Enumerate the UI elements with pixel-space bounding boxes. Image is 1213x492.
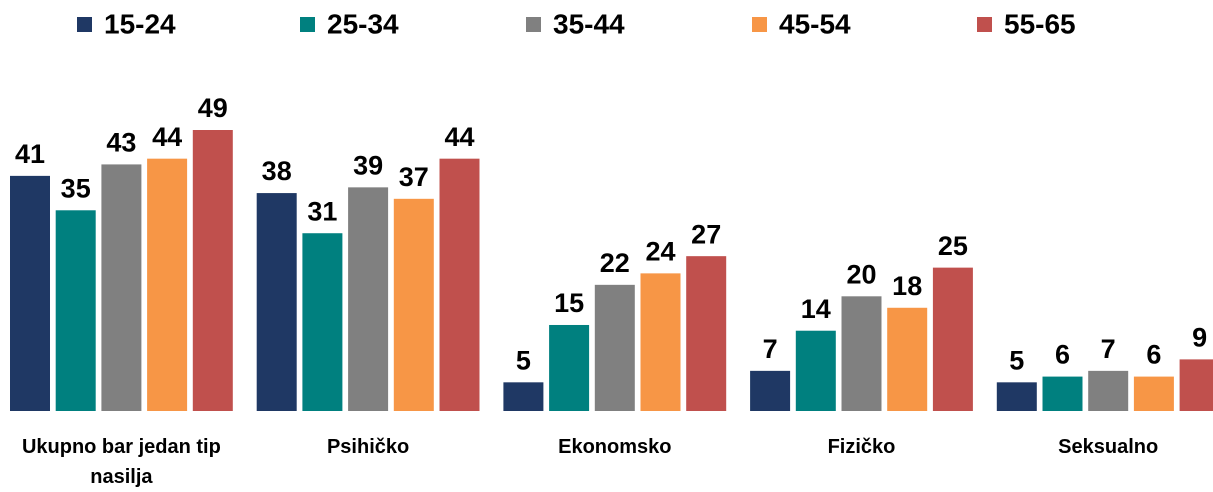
bar	[1042, 376, 1083, 411]
data-label: 35	[61, 173, 91, 203]
bar	[549, 324, 590, 411]
legend-swatch	[77, 17, 92, 32]
data-label: 7	[763, 334, 778, 364]
data-label: 5	[516, 345, 531, 375]
data-label: 44	[152, 122, 182, 152]
data-label: 22	[600, 248, 630, 278]
data-label: 24	[645, 236, 675, 266]
data-label: 6	[1055, 340, 1070, 370]
data-label: 43	[106, 128, 136, 158]
category-label: Seksualno	[1058, 436, 1159, 458]
bar	[147, 158, 188, 411]
category-label: Ekonomsko	[558, 436, 672, 458]
bar	[192, 130, 233, 411]
bar	[1179, 359, 1213, 411]
category-label: Fizičko	[827, 436, 896, 458]
data-label: 9	[1192, 323, 1207, 353]
bar	[750, 370, 791, 411]
data-label: 31	[307, 196, 337, 226]
legend-label: 15-24	[104, 8, 176, 39]
legend-swatch	[752, 17, 767, 32]
bar	[101, 164, 142, 411]
legend-label: 55-65	[1004, 8, 1076, 39]
data-label: 5	[1009, 345, 1024, 375]
legend-swatch	[300, 17, 315, 32]
bar	[887, 307, 928, 411]
legend-label: 45-54	[779, 8, 851, 39]
data-label: 49	[198, 93, 228, 123]
data-label: 6	[1146, 340, 1161, 370]
category-label: Ukupno bar jedan tip nasilja	[21, 436, 221, 488]
data-label: 14	[801, 294, 831, 324]
data-label: 25	[938, 231, 968, 261]
data-label: 41	[15, 139, 45, 169]
bar	[841, 296, 882, 411]
data-label: 7	[1101, 334, 1116, 364]
bar	[302, 233, 343, 411]
category-label: Psihičko	[326, 436, 410, 458]
data-label: 27	[691, 219, 721, 249]
bar	[55, 210, 96, 411]
bar	[640, 273, 681, 411]
bar	[1088, 370, 1129, 411]
data-label: 37	[399, 162, 429, 192]
data-label: 20	[846, 259, 876, 289]
bar	[686, 256, 727, 411]
data-label: 18	[892, 271, 922, 301]
bar	[10, 175, 50, 411]
data-label: 38	[262, 156, 292, 186]
bar	[439, 158, 480, 411]
legend-label: 35-44	[553, 8, 625, 39]
data-label: 15	[554, 288, 584, 318]
legend-swatch	[977, 17, 992, 32]
bar	[932, 267, 973, 411]
bar	[1133, 376, 1174, 411]
data-label: 39	[353, 150, 383, 180]
bar	[256, 193, 297, 411]
bar	[503, 382, 544, 411]
bar	[348, 187, 389, 411]
data-label: 44	[444, 122, 474, 152]
bar	[594, 284, 635, 411]
bar	[795, 330, 836, 411]
bar	[393, 198, 434, 411]
legend-label: 25-34	[327, 8, 399, 39]
bar	[996, 382, 1037, 411]
legend-swatch	[526, 17, 541, 32]
